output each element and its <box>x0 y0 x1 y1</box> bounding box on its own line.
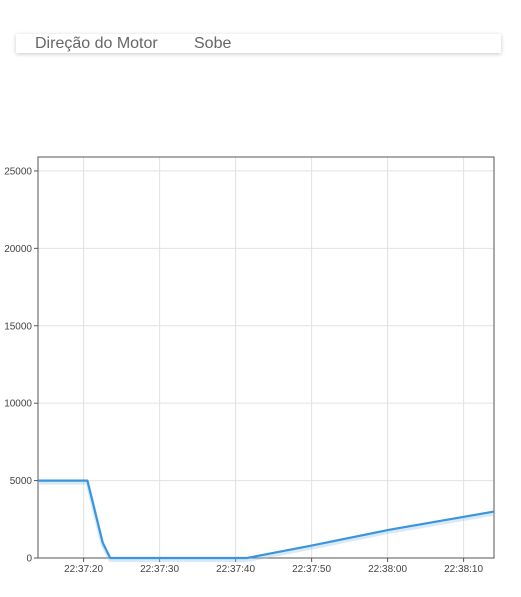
motor-direction-value: Sobe <box>194 35 232 52</box>
chart-container: 0 5000 10000 15000 20000 25000 22:37:20 22:37:… <box>0 150 521 590</box>
x-axis-ticks: 22:37:20 22:37:30 22:37:40 22:37:50 22:38:00… <box>64 558 483 575</box>
y-tick-label: 5000 <box>10 476 33 487</box>
motor-direction-card: Direção do Motor Sobe <box>16 34 501 53</box>
y-tick-label: 0 <box>26 554 32 565</box>
grid <box>38 157 494 559</box>
x-tick-label: 22:38:10 <box>444 564 483 575</box>
y-tick-label: 25000 <box>4 166 32 177</box>
y-axis-ticks: 0 5000 10000 15000 20000 25000 <box>4 166 38 565</box>
x-tick-label: 22:37:30 <box>140 564 179 575</box>
series-layer <box>38 479 495 562</box>
x-tick-label: 22:38:00 <box>368 564 407 575</box>
plot-area-border <box>37 156 495 559</box>
y-tick-label: 15000 <box>4 321 32 332</box>
y-tick-label: 10000 <box>4 399 32 410</box>
series-line <box>38 479 495 560</box>
x-tick-label: 22:37:20 <box>64 564 103 575</box>
y-tick-label: 20000 <box>4 244 32 255</box>
x-tick-label: 22:37:50 <box>292 564 331 575</box>
x-tick-label: 22:37:40 <box>216 564 255 575</box>
motor-direction-label: Direção do Motor <box>35 35 158 52</box>
